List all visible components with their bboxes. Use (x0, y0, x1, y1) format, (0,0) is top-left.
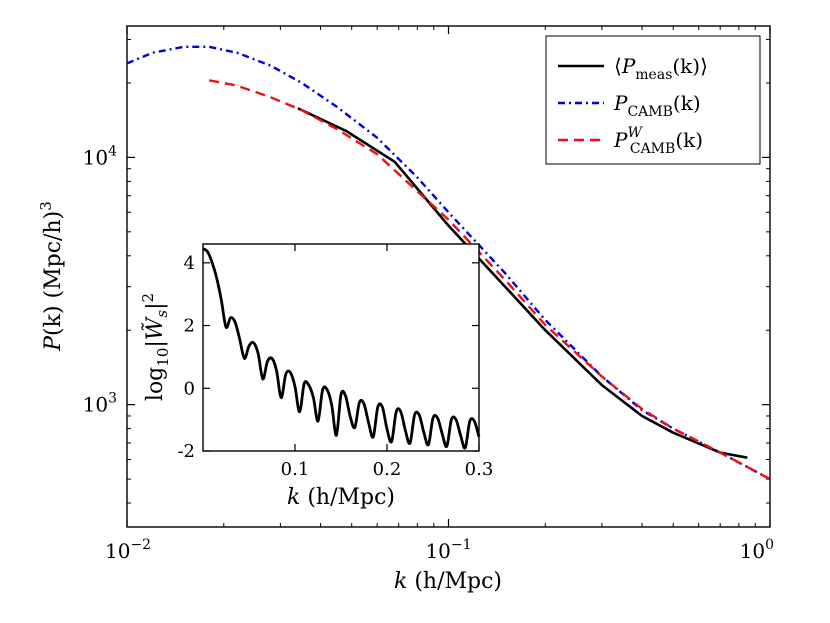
main-x-tick-label: 100 (740, 537, 774, 563)
inset-y-tick-label: 0 (184, 378, 195, 399)
inset-y-tick-label: -2 (177, 441, 195, 462)
main-y-axis-label: P(k) (Mpc/h)3 (37, 201, 66, 352)
legend-label: ⟨Pmeas(k)⟩ (614, 54, 708, 83)
inset-x-tick-label: 0.1 (281, 459, 310, 480)
legend-label: PW CAMB(k) (613, 125, 703, 157)
inset-plot: 0.1 0.2 0.3 4 2 0 -2 k (h/Mpc) log10|W̃s|2 (139, 243, 494, 510)
main-y-tick-label: 103 (83, 391, 117, 417)
inset-y-axis-label: log10|W̃s|2 (139, 293, 172, 401)
legend: ⟨Pmeas(k)⟩ PCAMB(k) PW CAMB(k) (545, 35, 761, 165)
inset-y-tick-label: 4 (184, 253, 195, 274)
legend-items: ⟨Pmeas(k)⟩ PCAMB(k) PW CAMB(k) (558, 54, 708, 157)
main-series-lines (126, 45, 771, 481)
series-line-p-camb-w (208, 79, 771, 481)
main-x-tick-label: 10−2 (105, 537, 151, 563)
main-y-tick-label: 104 (83, 143, 117, 169)
series-line-p-camb (126, 45, 771, 481)
legend-label: PCAMB(k) (613, 91, 701, 120)
inset-y-tick-label: 2 (184, 316, 195, 337)
inset-x-axis-label: k (h/Mpc) (287, 485, 395, 510)
inset-y-ticks: 4 2 0 -2 (177, 253, 479, 462)
main-x-ticks: 10−2 10−1 100 (105, 26, 774, 563)
main-x-axis-label: k (h/Mpc) (394, 569, 502, 594)
inset-x-tick-label: 0.3 (465, 459, 494, 480)
inset-x-tick-label: 0.2 (373, 459, 402, 480)
series-line-p-meas (297, 107, 748, 459)
inset-x-ticks: 0.1 0.2 0.3 (281, 244, 494, 480)
inset-window-curve (202, 247, 481, 450)
main-x-tick-label: 10−1 (425, 537, 471, 563)
legend-box (545, 35, 761, 165)
inset-series-line (202, 247, 481, 450)
main-y-ticks: 103 104 (83, 38, 770, 504)
